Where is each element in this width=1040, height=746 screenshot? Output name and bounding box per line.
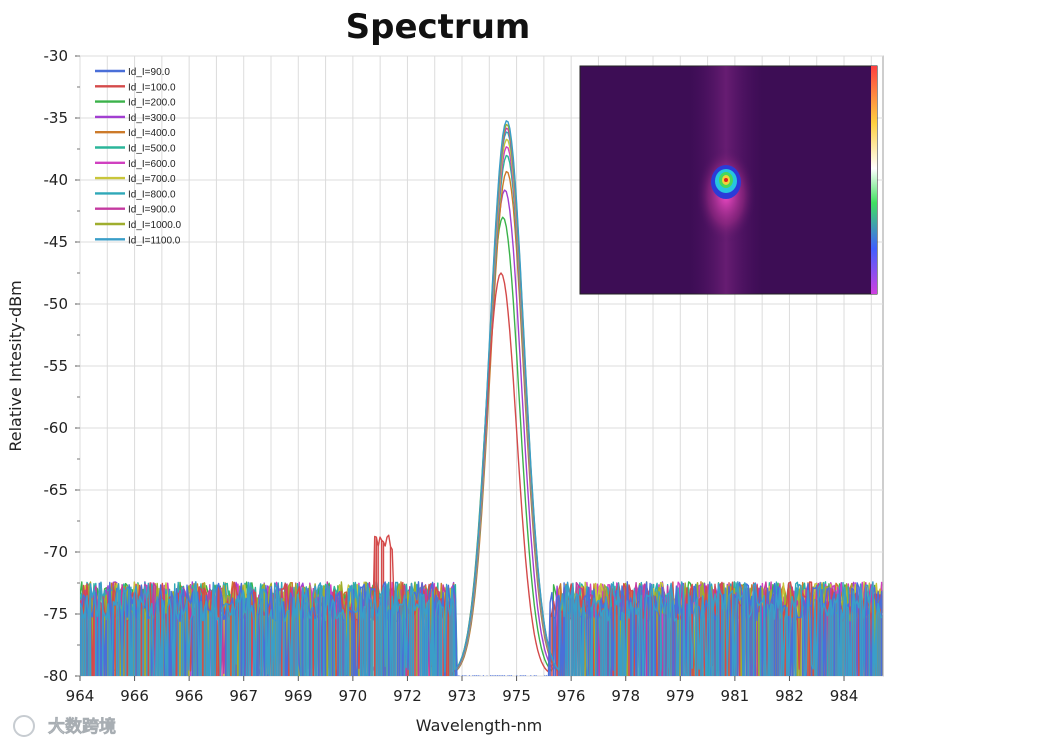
legend-item: Id_I=800.0 <box>95 189 176 200</box>
x-tick-label: 973 <box>448 687 477 705</box>
legend-item: Id_I=600.0 <box>95 159 176 170</box>
x-tick-label: 972 <box>393 687 422 705</box>
x-tick-label: 967 <box>229 687 258 705</box>
y-tick-label: -35 <box>44 109 69 127</box>
x-tick-label: 975 <box>502 687 531 705</box>
legend-item: Id_I=1100.0 <box>95 235 181 246</box>
watermark-text: 大数跨境 <box>48 716 116 737</box>
y-tick-label: -50 <box>44 295 69 313</box>
watermark-logo-icon <box>13 715 35 737</box>
legend-label: Id_I=300.0 <box>128 113 176 124</box>
legend-item: Id_I=100.0 <box>95 82 176 93</box>
x-tick-label: 969 <box>284 687 313 705</box>
legend: Id_I=90.0 Id_I=100.0 Id_I=200.0 Id_I=300.0 I… <box>95 67 182 246</box>
legend-item: Id_I=400.0 <box>95 128 176 139</box>
y-tick-label: -40 <box>44 171 69 189</box>
x-tick-label: 984 <box>830 687 859 705</box>
y-tick-label: -80 <box>44 667 69 685</box>
x-tick-label: 970 <box>339 687 368 705</box>
legend-label: Id_I=900.0 <box>128 205 176 216</box>
series-Id_I=1100.0 <box>80 120 883 676</box>
beam-profile-inset <box>579 65 878 295</box>
legend-item: Id_I=1000.0 <box>95 220 182 231</box>
legend-item: Id_I=300.0 <box>95 113 176 124</box>
y-tick-label: -75 <box>44 605 69 623</box>
legend-item: Id_I=700.0 <box>95 174 176 185</box>
y-tick-label: -55 <box>44 357 69 375</box>
legend-label: Id_I=400.0 <box>128 128 176 139</box>
y-axis: -30 -35 -40 -45 -50 -55 -60 -65 -70 -75 -80 <box>44 47 80 685</box>
x-tick-label: 966 <box>175 687 204 705</box>
series-layer <box>80 120 883 676</box>
x-axis-label: Wavelength-nm <box>416 716 542 735</box>
y-axis-label: Relative Intesity-dBm <box>6 280 25 451</box>
legend-label: Id_I=90.0 <box>128 67 170 78</box>
legend-label: Id_I=100.0 <box>128 82 176 93</box>
legend-label: Id_I=500.0 <box>128 144 176 155</box>
watermark: 大数跨境 <box>13 715 116 737</box>
y-tick-label: -70 <box>44 543 69 561</box>
y-tick-label: -65 <box>44 481 69 499</box>
legend-item: Id_I=900.0 <box>95 205 176 216</box>
legend-item: Id_I=200.0 <box>95 98 176 109</box>
x-tick-label: 979 <box>666 687 695 705</box>
legend-label: Id_I=800.0 <box>128 189 176 200</box>
legend-label: Id_I=1100.0 <box>128 235 181 246</box>
y-tick-label: -45 <box>44 233 69 251</box>
series-line <box>80 120 883 676</box>
legend-label: Id_I=200.0 <box>128 98 176 109</box>
legend-label: Id_I=600.0 <box>128 159 176 170</box>
x-tick-label: 981 <box>721 687 750 705</box>
legend-label: Id_I=1000.0 <box>128 220 182 231</box>
x-tick-label: 966 <box>120 687 149 705</box>
x-tick-label: 978 <box>611 687 640 705</box>
legend-label: Id_I=700.0 <box>128 174 176 185</box>
x-axis: 964 966 966 967 969 970 972 973 975 976 978 979 981 9… <box>66 676 859 705</box>
x-tick-label: 982 <box>775 687 804 705</box>
legend-item: Id_I=90.0 <box>95 67 170 78</box>
y-tick-label: -60 <box>44 419 69 437</box>
x-tick-label: 964 <box>66 687 95 705</box>
y-tick-label: -30 <box>44 47 69 65</box>
x-tick-label: 976 <box>557 687 586 705</box>
legend-item: Id_I=500.0 <box>95 144 176 155</box>
chart-title: Spectrum <box>346 7 531 47</box>
